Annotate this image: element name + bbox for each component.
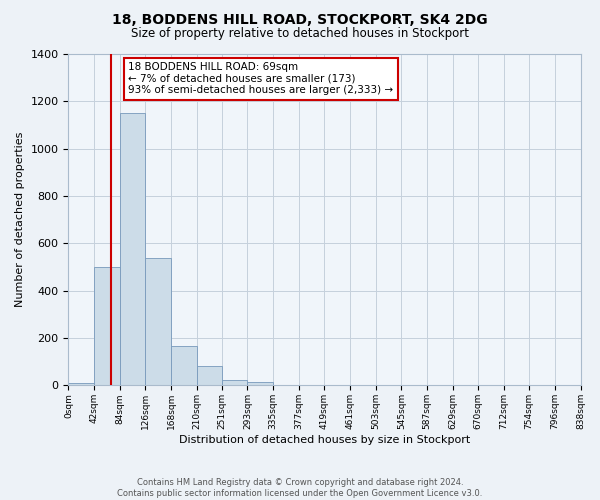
Bar (68, 383, 94, 386)
Bar (145, 258, 171, 386)
Text: Size of property relative to detached houses in Stockport: Size of property relative to detached ho… (131, 28, 469, 40)
Bar (120, 113, 145, 386)
Text: Contains HM Land Registry data © Crown copyright and database right 2024.
Contai: Contains HM Land Registry data © Crown c… (118, 478, 482, 498)
Text: 18 BODDENS HILL ROAD: 69sqm
← 7% of detached houses are smaller (173)
93% of sem: 18 BODDENS HILL ROAD: 69sqm ← 7% of deta… (128, 62, 394, 96)
Y-axis label: Number of detached properties: Number of detached properties (15, 132, 25, 308)
Text: 18, BODDENS HILL ROAD, STOCKPORT, SK4 2DG: 18, BODDENS HILL ROAD, STOCKPORT, SK4 2D… (112, 12, 488, 26)
Bar (222, 380, 247, 386)
Bar (94, 267, 120, 386)
Bar (247, 382, 273, 386)
Bar (171, 346, 197, 386)
X-axis label: Distribution of detached houses by size in Stockport: Distribution of detached houses by size … (179, 435, 470, 445)
Bar (197, 366, 222, 386)
